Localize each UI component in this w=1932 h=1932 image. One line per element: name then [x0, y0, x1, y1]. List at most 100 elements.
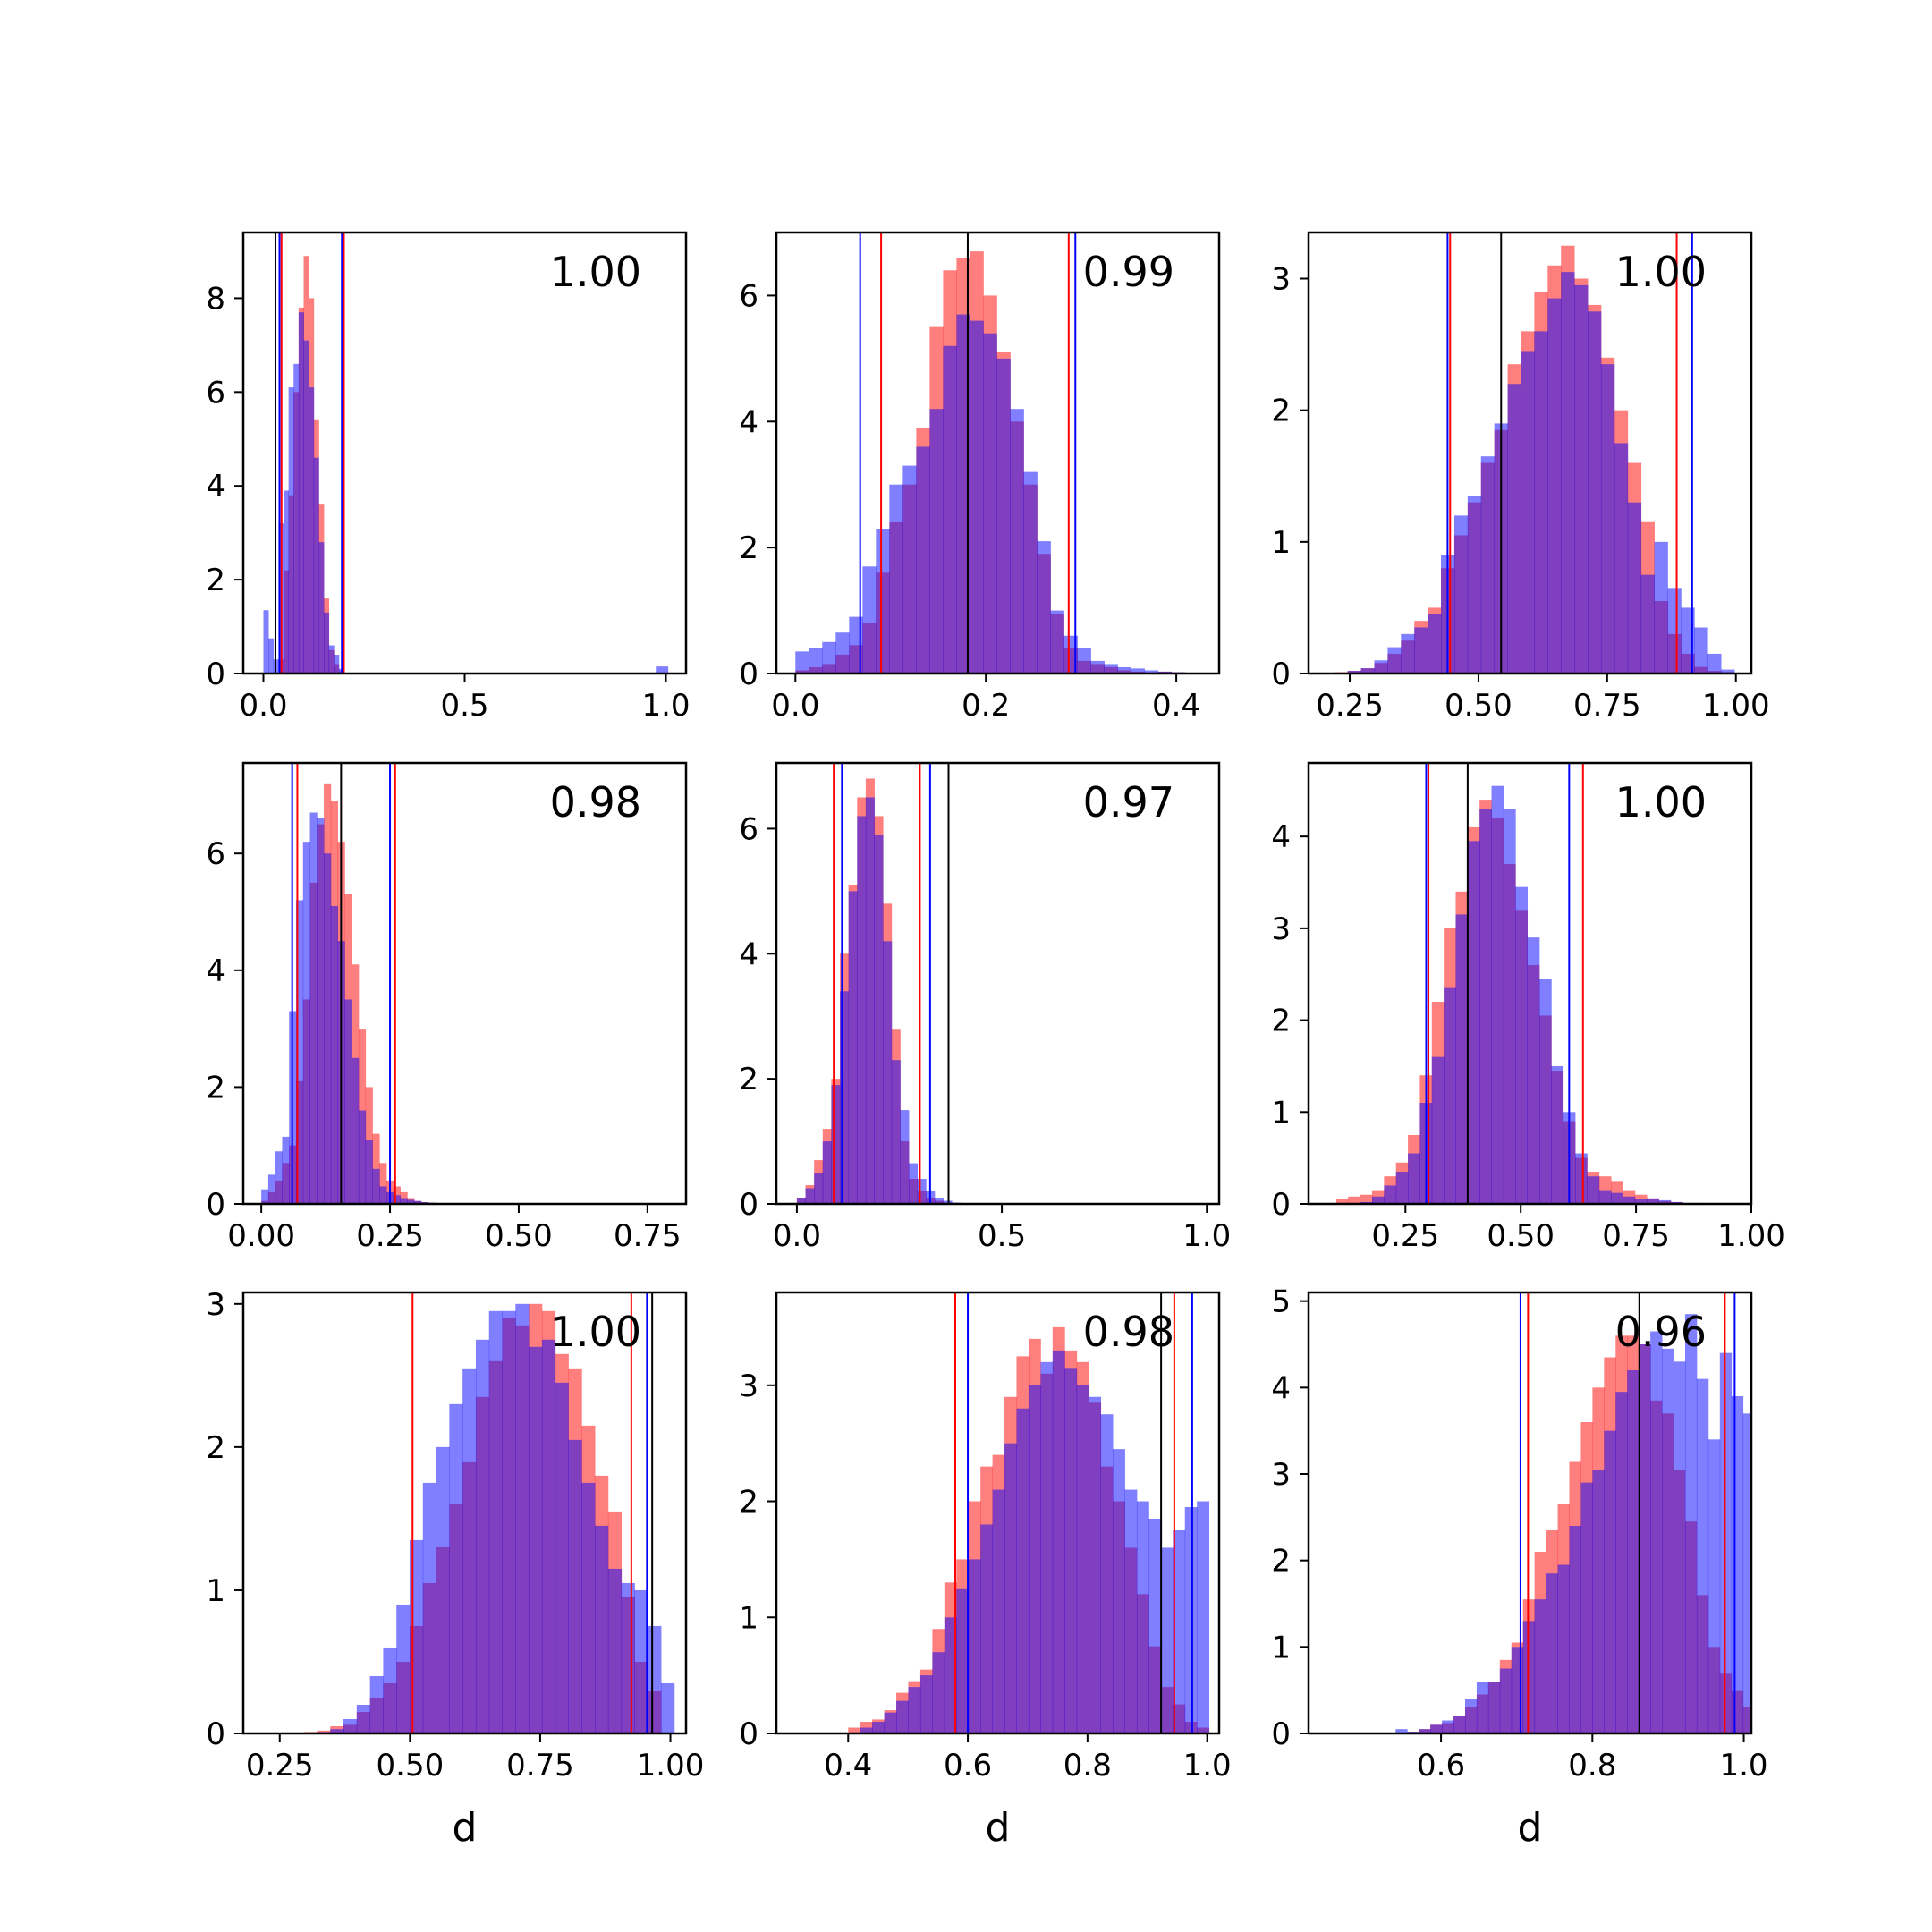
y-tick-label: 0 — [1271, 1716, 1291, 1752]
blue-hist-bar — [862, 566, 877, 674]
plot-area — [848, 1292, 1210, 1733]
blue-hist-bar — [634, 1589, 648, 1733]
blue-hist-bar — [344, 999, 352, 1204]
blue-hist-bar — [889, 484, 903, 674]
blue-hist-bar — [1131, 668, 1145, 674]
blue-hist-bar — [1453, 1716, 1466, 1733]
blue-hist-bar — [1476, 1682, 1489, 1733]
y-tick-label: 6 — [739, 811, 758, 847]
blue-hist-bar — [372, 1168, 380, 1204]
blue-hist-bar — [515, 1303, 530, 1733]
y-tick-label: 3 — [739, 1368, 758, 1404]
blue-hist-bar — [400, 1198, 408, 1204]
axes-frame — [775, 1291, 1221, 1735]
red-hist-bar — [1360, 1194, 1373, 1204]
y-tick-label: 2 — [206, 563, 225, 598]
blue-hist-bar — [268, 638, 275, 674]
y-tick-label: 0 — [1271, 1187, 1291, 1223]
blue-hist-bar — [795, 651, 809, 674]
subplot-annotation: 0.96 — [1615, 1308, 1707, 1356]
blue-hist-bar — [805, 1188, 815, 1204]
subplot-9: 0.6 0.8 1.0 0 1 2 3 4 5 0.96 d — [1271, 1284, 1767, 1851]
blue-hist-bar — [324, 612, 330, 674]
blue-hist-bar — [1374, 660, 1388, 674]
blue-hist-bar — [1719, 1352, 1733, 1733]
blue-hist-bar — [1430, 1724, 1443, 1733]
subplot-2: 0.0 0.2 0.4 0 2 4 6 0.99 — [739, 231, 1221, 724]
y-tick-label: 2 — [206, 1070, 225, 1106]
y-tick-label: 4 — [739, 936, 758, 972]
blue-hist-bar — [1064, 1368, 1078, 1733]
blue-hist-bar — [1684, 1314, 1698, 1733]
blue-hist-bar — [475, 1339, 490, 1733]
subplot-6: 0.25 0.50 0.75 1.00 0 1 2 3 4 1.00 — [1271, 761, 1785, 1254]
blue-hist-bar — [541, 1339, 556, 1733]
x-tick-label: 0.0 — [771, 688, 819, 724]
x-tick-label: 0.75 — [1602, 1218, 1670, 1254]
blue-hist-bar — [1148, 1518, 1162, 1733]
blue-hist-bar — [956, 1588, 970, 1733]
y-tick-label: 2 — [206, 1430, 225, 1466]
x-tick-label: 0.50 — [1445, 688, 1513, 724]
blue-hist-bar — [848, 891, 858, 1204]
blue-hist-bar — [1063, 635, 1078, 674]
x-tick-label: 0.8 — [1063, 1748, 1112, 1784]
blue-hist-bar — [1511, 1647, 1524, 1733]
blue-hist-bar — [621, 1582, 635, 1733]
blue-hist-bar — [1464, 1699, 1478, 1733]
blue-hist-bar — [835, 632, 850, 674]
blue-hist-bar — [909, 1163, 919, 1204]
x-tick-label: 1.00 — [1702, 688, 1770, 724]
blue-hist-bar — [876, 529, 890, 674]
x-tick-label: 0.4 — [824, 1748, 872, 1784]
y-tick-label: 0 — [739, 657, 758, 692]
blue-hist-bar — [1614, 443, 1629, 674]
blue-hist-bar — [1639, 1344, 1651, 1733]
blue-hist-bar — [1569, 1526, 1581, 1733]
blue-hist-bar — [383, 1647, 397, 1733]
blue-hist-bar — [1077, 648, 1091, 674]
y-tick-label: 1 — [1271, 1095, 1291, 1131]
plot-area — [1335, 763, 1707, 1204]
plot-area — [796, 763, 970, 1204]
blue-hist-bar — [1160, 1547, 1174, 1733]
blue-hist-bar — [822, 641, 836, 674]
x-tick-label: 0.6 — [1417, 1748, 1465, 1784]
blue-hist-bar — [1580, 1482, 1593, 1733]
blue-hist-bar — [944, 1617, 957, 1733]
plot-area — [795, 233, 1199, 674]
blue-hist-bar — [970, 320, 984, 674]
y-tick-label: 3 — [1271, 1457, 1291, 1493]
x-axis-label: d — [986, 1805, 1011, 1851]
subplot-annotation: 1.00 — [550, 1308, 641, 1356]
blue-hist-bar — [502, 1310, 516, 1733]
plot-area — [303, 1292, 675, 1733]
blue-hist-bar — [328, 645, 335, 674]
axes-frame — [775, 231, 1221, 675]
blue-hist-bar — [1696, 1378, 1709, 1733]
axes-frame — [1307, 1291, 1753, 1735]
blue-hist-bar — [1627, 1370, 1640, 1733]
blue-hist-bar — [1037, 541, 1051, 674]
blue-hist-bar — [1104, 664, 1118, 674]
y-tick-label: 4 — [1271, 819, 1291, 855]
blue-hist-bar — [358, 1110, 367, 1204]
blue-hist-bar — [1387, 647, 1402, 674]
blue-hist-bar — [1527, 937, 1540, 1204]
x-tick-label: 0.25 — [1371, 1218, 1439, 1254]
blue-hist-bar — [1707, 1439, 1721, 1733]
x-tick-label: 0.25 — [246, 1748, 314, 1784]
blue-hist-bar — [488, 1310, 503, 1733]
y-tick-label: 2 — [739, 1062, 758, 1097]
axes-frame — [775, 761, 1221, 1206]
blue-hist-bar — [1575, 1153, 1588, 1204]
blue-hist-bar — [1491, 785, 1504, 1204]
subplot-8: 0.4 0.6 0.8 1.0 0 1 2 3 0.98 d — [739, 1291, 1232, 1851]
blue-hist-bar — [1197, 1501, 1210, 1733]
blue-hist-bar — [1347, 671, 1361, 674]
plot-area — [261, 763, 457, 1204]
blue-hist-bar — [1547, 298, 1562, 674]
x-axis-label: d — [1518, 1805, 1543, 1851]
blue-hist-bar — [334, 655, 340, 674]
